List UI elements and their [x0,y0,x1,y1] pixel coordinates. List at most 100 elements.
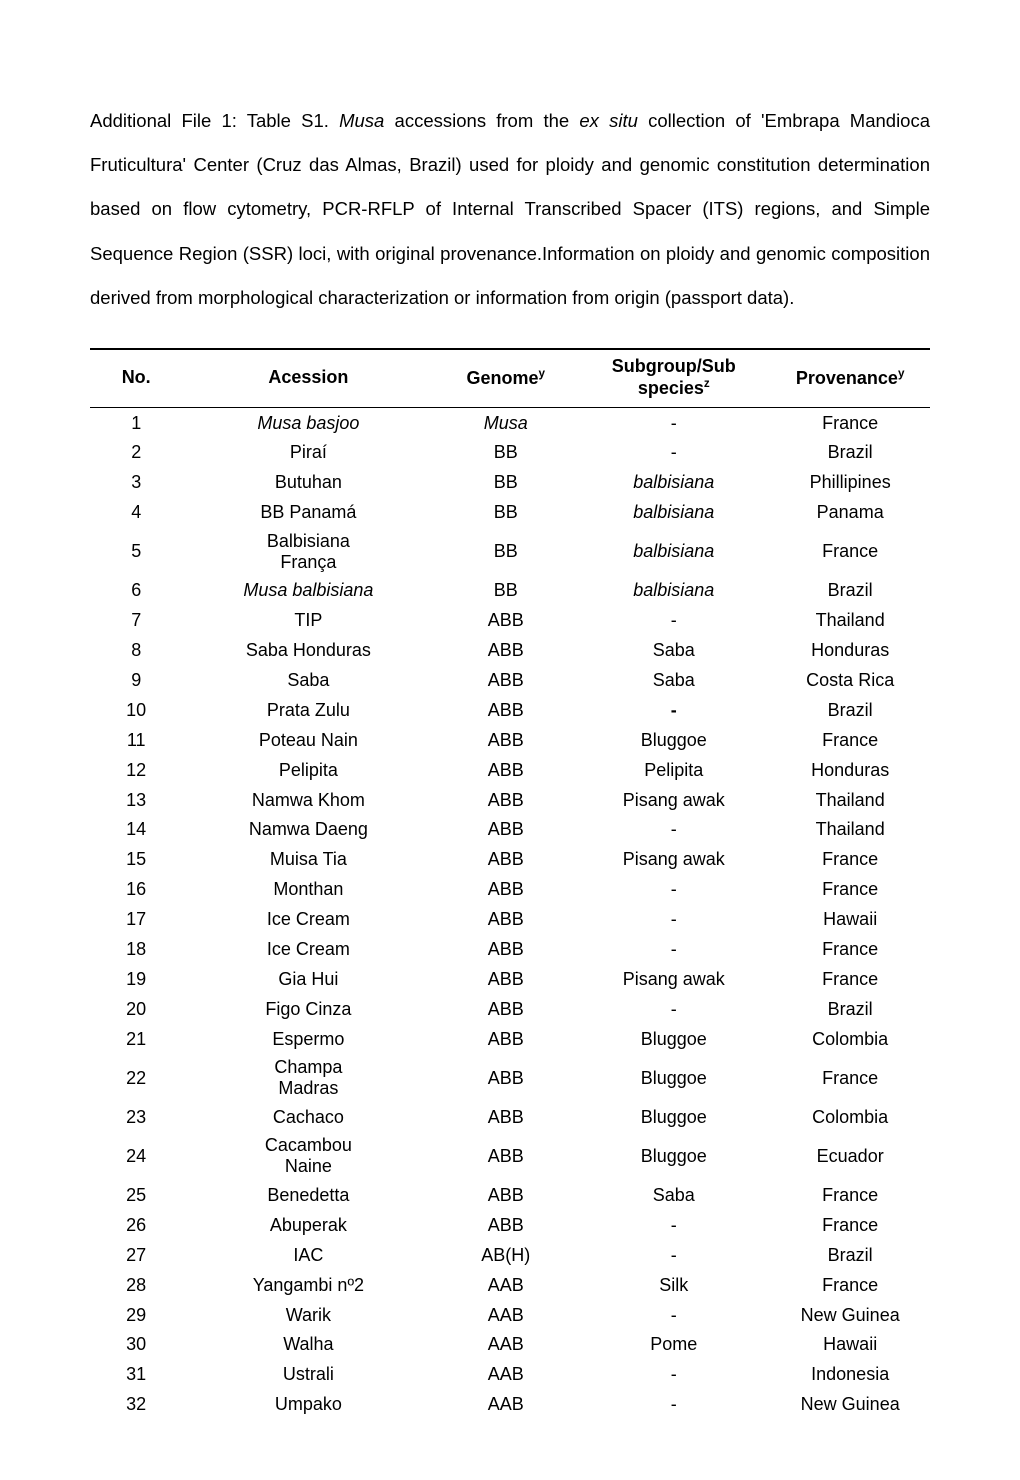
cell-provenance: France [770,1181,930,1211]
table-row: 4BB PanamáBBbalbisianaPanama [90,498,930,528]
cell-subgroup: Saba [577,1181,770,1211]
table-row: 12PelipitaABBPelipitaHonduras [90,755,930,785]
table-body: 1Musa basjooMusa-France2PiraíBB-Brazil3B… [90,408,930,1420]
cell-provenance: Brazil [770,576,930,606]
cell-no: 4 [90,498,182,528]
table-row: 29WarikAAB-New Guinea [90,1300,930,1330]
cell-genome: ABB [434,964,577,994]
cell-acession: Namwa Daeng [182,815,434,845]
cell-no: 1 [90,408,182,438]
cell-no: 21 [90,1024,182,1054]
cell-no: 5 [90,528,182,576]
table-row: 27IACAB(H)-Brazil [90,1240,930,1270]
table-row: 8Saba HondurasABBSabaHonduras [90,636,930,666]
cell-no: 3 [90,468,182,498]
cell-acession: Pelipita [182,755,434,785]
cell-subgroup: - [577,1390,770,1420]
cell-subgroup: - [577,438,770,468]
cell-subgroup: - [577,815,770,845]
cell-no: 17 [90,905,182,935]
cell-no: 10 [90,696,182,726]
cell-subgroup: balbisiana [577,468,770,498]
cell-genome: ABB [434,815,577,845]
cell-no: 20 [90,994,182,1024]
cell-acession: Abuperak [182,1211,434,1241]
cell-genome: ABB [434,1181,577,1211]
cell-no: 28 [90,1270,182,1300]
cell-provenance: Honduras [770,636,930,666]
cell-genome: ABB [434,875,577,905]
cell-acession: Warik [182,1300,434,1330]
cell-acession: Piraí [182,438,434,468]
cell-acession: ChampaMadras [182,1054,434,1102]
cell-subgroup: - [577,935,770,965]
cell-provenance: Costa Rica [770,666,930,696]
cell-acession: Gia Hui [182,964,434,994]
intro-paragraph: Additional File 1: Table S1. Musa access… [90,99,930,321]
cell-provenance: France [770,528,930,576]
cell-genome: AAB [434,1390,577,1420]
cell-provenance: France [770,725,930,755]
cell-acession: Ice Cream [182,905,434,935]
header-provenance-sup: y [898,367,905,380]
cell-acession: Yangambi nº2 [182,1270,434,1300]
header-acession: Acession [182,349,434,407]
table-header: No. Acession Genomey Subgroup/Sub specie… [90,349,930,407]
cell-genome: ABB [434,606,577,636]
cell-acession: Prata Zulu [182,696,434,726]
table-row: 20Figo CinzaABB-Brazil [90,994,930,1024]
cell-genome: BB [434,528,577,576]
cell-no: 7 [90,606,182,636]
cell-provenance: Brazil [770,696,930,726]
cell-acession: Figo Cinza [182,994,434,1024]
cell-genome: ABB [434,1132,577,1180]
cell-acession: Ustrali [182,1360,434,1390]
cell-acession: Butuhan [182,468,434,498]
cell-subgroup: Saba [577,666,770,696]
cell-genome: AAB [434,1300,577,1330]
table-row: 22ChampaMadrasABBBluggoeFrance [90,1054,930,1102]
cell-provenance: New Guinea [770,1300,930,1330]
table-row: 28Yangambi nº2AABSilkFrance [90,1270,930,1300]
table-row: 18Ice CreamABB-France [90,935,930,965]
cell-acession: Espermo [182,1024,434,1054]
table-row: 25BenedettaABBSabaFrance [90,1181,930,1211]
cell-provenance: France [770,408,930,438]
cell-subgroup: Pelipita [577,755,770,785]
header-provenance-label: Provenance [796,368,898,388]
cell-genome: ABB [434,696,577,726]
cell-acession: Benedetta [182,1181,434,1211]
header-genome-sup: y [539,367,546,380]
cell-acession: Poteau Nain [182,725,434,755]
table-row: 10Prata ZuluABB-Brazil [90,696,930,726]
cell-genome: ABB [434,905,577,935]
cell-provenance: Brazil [770,1240,930,1270]
cell-subgroup: - [577,875,770,905]
table-header-row: No. Acession Genomey Subgroup/Sub specie… [90,349,930,407]
cell-provenance: Hawaii [770,905,930,935]
cell-provenance: Thailand [770,785,930,815]
cell-provenance: Colombia [770,1102,930,1132]
header-no: No. [90,349,182,407]
cell-acession: Muisa Tia [182,845,434,875]
cell-subgroup: balbisiana [577,528,770,576]
cell-subgroup: Bluggoe [577,725,770,755]
header-genome: Genomey [434,349,577,407]
cell-no: 30 [90,1330,182,1360]
header-subgroup-sup: z [704,377,710,390]
cell-no: 12 [90,755,182,785]
cell-acession: BB Panamá [182,498,434,528]
cell-genome: AB(H) [434,1240,577,1270]
table-row: 14Namwa DaengABB-Thailand [90,815,930,845]
cell-no: 13 [90,785,182,815]
cell-genome: AAB [434,1270,577,1300]
cell-provenance: France [770,935,930,965]
table-row: 6Musa balbisianaBBbalbisianaBrazil [90,576,930,606]
cell-no: 11 [90,725,182,755]
table-row: 24CacambouNaineABBBluggoeEcuador [90,1132,930,1180]
cell-no: 19 [90,964,182,994]
cell-subgroup: Bluggoe [577,1024,770,1054]
cell-acession: BalbisianaFrança [182,528,434,576]
header-subgroup-line1: Subgroup/Sub [612,356,736,376]
cell-acession: Saba Honduras [182,636,434,666]
